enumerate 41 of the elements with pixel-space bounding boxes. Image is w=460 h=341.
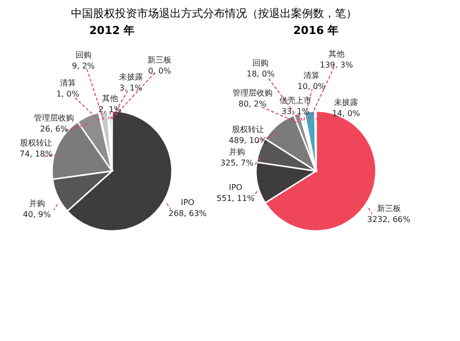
chart-subtitle: 2012 年 [89, 24, 135, 37]
slice-label: 股权转让 [232, 124, 264, 134]
slice-label: 新三板 [376, 204, 401, 213]
data-label: 325, 7% [220, 158, 254, 168]
data-label: 9, 2% [72, 62, 96, 71]
slice-label: 回购 [252, 58, 269, 68]
chart-title: 中国股权投资市场退出方式分布情况（按退出案例数，笔） [71, 7, 357, 20]
slice-label: 管理层收购 [34, 113, 74, 122]
slice-label: 回购 [75, 50, 92, 60]
data-label: 139, 3% [320, 60, 354, 70]
data-label: 18, 0% [246, 69, 275, 78]
data-label: 26, 6% [40, 124, 68, 134]
data-label: 33, 1% [282, 106, 310, 116]
slice-label: 其他 [102, 94, 118, 104]
slice-label: 未披露 [118, 72, 143, 82]
slice-label: IPO [228, 183, 242, 192]
data-label: 40, 9% [22, 210, 52, 220]
slice-label: 其他 [328, 49, 344, 58]
data-label: 3232, 66% [367, 214, 411, 224]
data-label: 268, 63% [168, 209, 208, 218]
data-label: 14, 0% [332, 109, 360, 118]
data-label: 2, 1% [98, 105, 122, 114]
slice-label: IPO [180, 198, 194, 208]
chart-subtitle: 2016 年 [293, 24, 339, 37]
slice-label: 并购 [228, 147, 245, 156]
slice-label: 清算 [60, 78, 76, 88]
text: 0, 0% [148, 66, 172, 76]
slice-label: 管理层收购 [232, 88, 272, 98]
data-label: 489, 10% [228, 136, 268, 145]
slice-label: 并购 [28, 199, 45, 208]
slice-label: 借壳上市 [280, 96, 312, 105]
data-label: 10, 0% [298, 82, 326, 92]
data-label: 80, 2% [238, 99, 267, 108]
data-label: 3, 1% [119, 83, 143, 92]
slice-label: 清算 [304, 71, 320, 80]
slice-label: 股权转让 [20, 138, 52, 148]
data-label: 1, 0% [56, 90, 80, 99]
slice-label: 未披露 [334, 98, 358, 108]
category-label: 新三板 [148, 56, 172, 65]
data-label: 551, 11% [216, 194, 256, 204]
data-label: 74, 18% [20, 149, 54, 158]
